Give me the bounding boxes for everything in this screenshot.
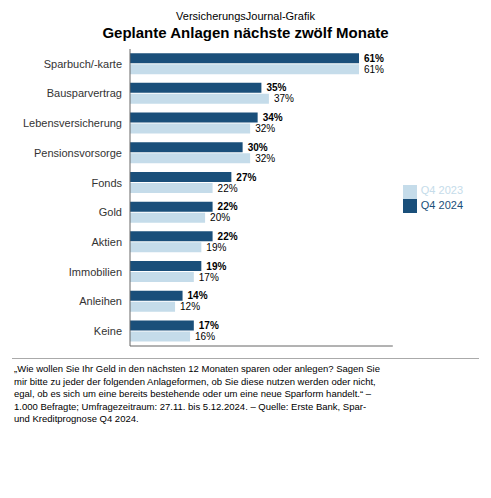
html-text:Geplante Anlagen nächste zwölf: Geplante Anlagen nächste zwölf Monate — [102, 24, 389, 41]
svg-text:17%: 17% — [199, 320, 219, 331]
html-text:Q4 2024: Q4 2024 — [420, 198, 463, 211]
svg-text:Fonds: Fonds — [91, 177, 122, 189]
svg-text:16%: 16% — [195, 331, 215, 342]
svg-text:17%: 17% — [199, 272, 219, 283]
svg-text:35%: 35% — [266, 82, 286, 93]
svg-text:Lebensversicherung: Lebensversicherung — [23, 117, 122, 129]
svg-text:Gold: Gold — [99, 206, 122, 218]
svg-text:61%: 61% — [364, 64, 384, 75]
svg-text:27%: 27% — [236, 172, 256, 183]
svg-text:Keine: Keine — [94, 325, 122, 337]
svg-text:Pensionsvorsorge: Pensionsvorsorge — [34, 147, 122, 159]
svg-text:61%: 61% — [364, 53, 384, 64]
svg-text:32%: 32% — [255, 123, 275, 134]
svg-text:12%: 12% — [180, 301, 200, 312]
svg-text:Aktien: Aktien — [91, 236, 122, 248]
svg-text:Sparbuch/-karte: Sparbuch/-karte — [44, 58, 122, 70]
svg-text:22%: 22% — [218, 231, 238, 242]
svg-text:37%: 37% — [274, 93, 294, 104]
svg-text:19%: 19% — [206, 261, 226, 272]
svg-text:34%: 34% — [263, 112, 283, 123]
html-text:Q4 2023: Q4 2023 — [420, 184, 463, 197]
svg-text:14%: 14% — [188, 290, 208, 301]
svg-text:22%: 22% — [218, 201, 238, 212]
svg-text:20%: 20% — [210, 212, 230, 223]
svg-text:22%: 22% — [218, 183, 238, 194]
html-text:VersicherungsJournal-Grafik: VersicherungsJournal-Grafik — [176, 10, 315, 22]
svg-text:Bausparvertrag: Bausparvertrag — [47, 87, 122, 99]
svg-text:30%: 30% — [248, 142, 268, 153]
svg-text:Immobilien: Immobilien — [69, 266, 122, 278]
svg-text:19%: 19% — [206, 242, 226, 253]
svg-text:32%: 32% — [255, 153, 275, 164]
svg-text:Anleihen: Anleihen — [79, 295, 122, 307]
html-text:„Wie wollen Sie Ihr Geld in de: „Wie wollen Sie Ihr Geld in den nächsten… — [14, 363, 380, 424]
